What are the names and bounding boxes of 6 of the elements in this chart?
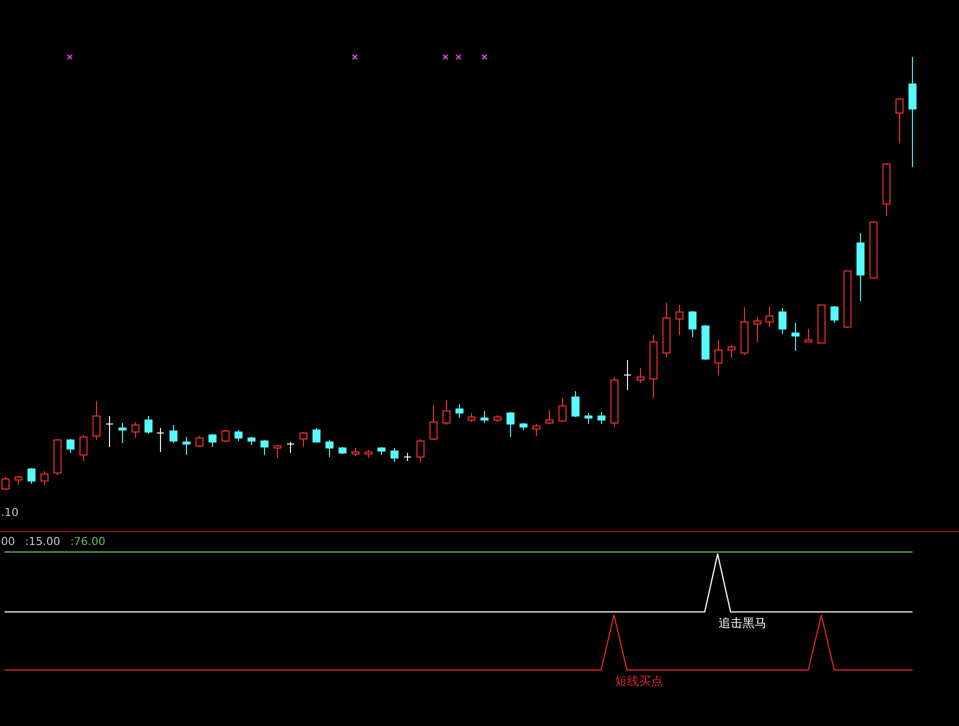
series-label: 短线买点 [614, 674, 663, 688]
text: .10 [1, 506, 18, 519]
series-label: 追击黑马 [718, 616, 767, 630]
text: :15.00 [25, 535, 60, 548]
text: 00 [1, 535, 15, 548]
text: :76.00 [70, 535, 106, 548]
